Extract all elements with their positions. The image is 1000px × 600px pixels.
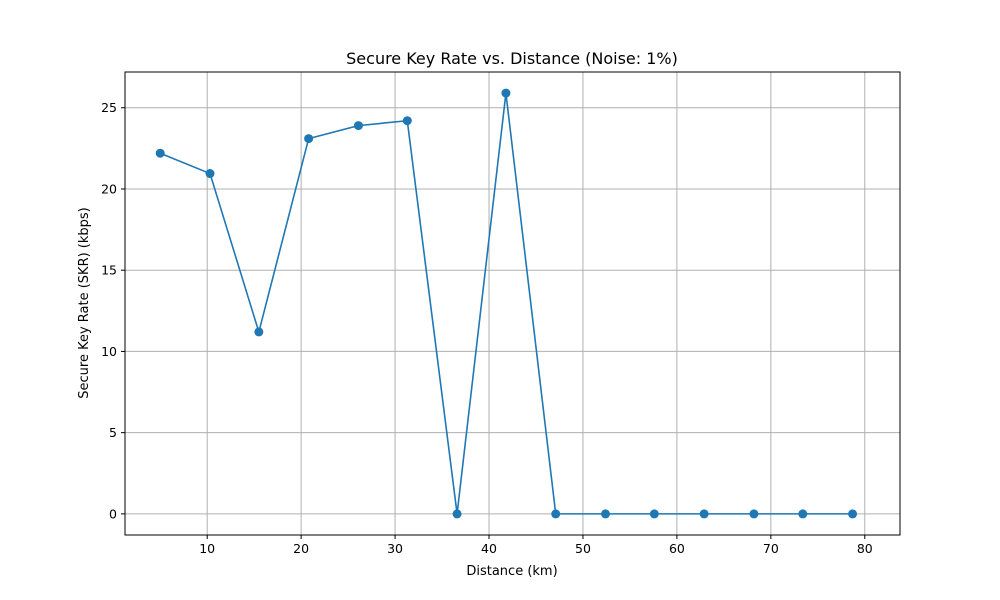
data-point [205, 169, 215, 179]
y-tick-label: 10 [101, 344, 117, 359]
data-point [501, 88, 511, 98]
chart-title: Secure Key Rate vs. Distance (Noise: 1%) [346, 49, 678, 68]
y-tick-label: 15 [101, 263, 117, 278]
tick-layer: 10 20 30 40 50 60 70 80 0 5 10 15 20 25 [101, 100, 873, 556]
y-tick-label: 0 [109, 506, 117, 521]
plot-frame [124, 71, 901, 536]
data-point [304, 134, 314, 144]
x-tick-label: 50 [575, 541, 591, 556]
data-point [551, 509, 561, 519]
x-tick-label: 10 [199, 541, 215, 556]
data-point [452, 509, 462, 519]
y-tick-label: 20 [101, 181, 117, 196]
data-point [649, 509, 659, 519]
data-point [798, 509, 808, 519]
y-tick-label: 25 [101, 100, 117, 115]
series-line [159, 93, 853, 515]
x-tick-label: 20 [293, 541, 309, 556]
data-point [155, 148, 165, 158]
data-point [353, 121, 363, 131]
y-axis-label: Secure Key Rate (SKR) (kbps) [77, 207, 92, 399]
data-point [848, 509, 858, 519]
data-point [254, 327, 264, 337]
x-tick-label: 30 [387, 541, 403, 556]
x-tick-label: 70 [763, 541, 779, 556]
grid-layer [125, 72, 900, 535]
data-point [402, 116, 412, 126]
series-layer [155, 88, 858, 519]
data-point [749, 509, 759, 519]
x-tick-label: 60 [669, 541, 685, 556]
y-tick-label: 5 [109, 425, 117, 440]
data-point [699, 509, 709, 519]
x-tick-label: 80 [857, 541, 873, 556]
x-tick-label: 40 [481, 541, 497, 556]
x-axis-label: Distance (km) [466, 564, 557, 579]
data-point [601, 509, 610, 519]
